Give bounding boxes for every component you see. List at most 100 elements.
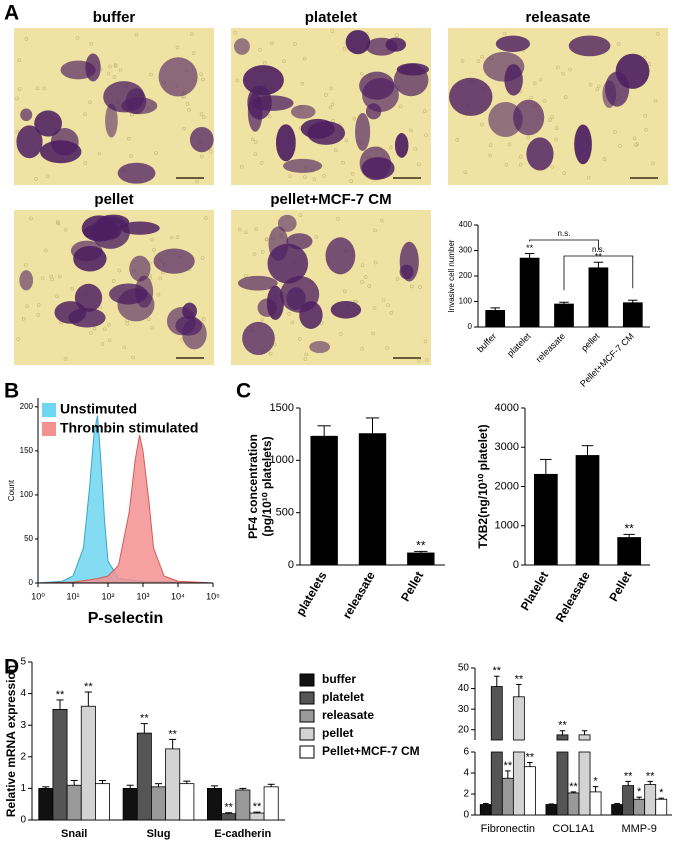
pore <box>287 312 291 316</box>
pore <box>111 279 116 283</box>
pore <box>239 164 244 169</box>
pore <box>21 316 26 321</box>
y-tick-label: 100 <box>459 297 473 306</box>
cell <box>365 103 382 120</box>
pore <box>243 274 248 278</box>
x-tick-label: 10⁴ <box>171 591 185 601</box>
pore <box>36 303 41 307</box>
bar <box>479 804 492 816</box>
pore <box>653 98 658 103</box>
x-tick-label: Releasate <box>553 569 593 625</box>
pore <box>507 142 512 147</box>
pore <box>200 256 205 260</box>
scale-bar <box>393 177 421 179</box>
pore <box>360 280 364 284</box>
legend-label: Thrombin stimulated <box>60 420 198 436</box>
y-tick-label: 20 <box>458 724 470 735</box>
significance: ** <box>595 252 603 262</box>
cell <box>399 264 414 280</box>
pore <box>199 112 204 116</box>
pore <box>595 87 600 91</box>
pore <box>381 298 386 302</box>
cell <box>275 124 296 162</box>
y-tick-label: 0 <box>288 559 294 571</box>
pore <box>418 285 422 289</box>
pore <box>263 60 267 65</box>
y-tick-label: 3 <box>20 720 26 731</box>
pore <box>550 164 554 169</box>
pore <box>596 84 601 89</box>
pore <box>83 112 87 116</box>
panel-label: B <box>4 380 19 403</box>
x-tick-label: COL1A1 <box>552 823 594 835</box>
bar <box>633 798 646 816</box>
significance: * <box>593 776 598 788</box>
pore <box>329 86 333 91</box>
pore <box>354 299 358 304</box>
bar <box>80 705 96 821</box>
pore <box>42 86 47 91</box>
pore <box>201 317 206 321</box>
pore <box>395 33 399 37</box>
cell <box>105 103 118 138</box>
pore <box>112 75 117 79</box>
pore <box>55 294 59 299</box>
pore <box>424 133 428 137</box>
cell <box>54 301 87 324</box>
cell <box>345 29 371 55</box>
bar <box>622 302 643 328</box>
bar <box>490 686 503 741</box>
pore <box>199 72 203 77</box>
significance: ** <box>515 673 524 685</box>
pore <box>463 170 468 175</box>
bar <box>589 791 602 816</box>
pore <box>35 86 40 91</box>
pore <box>602 157 607 162</box>
y-tick-label: 1000 <box>270 454 294 466</box>
y-tick-label: 3000 <box>495 441 519 453</box>
x-tick-label: E-cadherin <box>214 828 271 840</box>
pore <box>156 292 161 297</box>
x-tick-label: 10⁵ <box>206 591 220 601</box>
cell <box>266 285 284 320</box>
pore <box>586 175 591 180</box>
pore <box>613 130 617 134</box>
pore <box>460 59 465 63</box>
pore <box>17 58 22 62</box>
x-tick-label: pellet <box>579 331 602 354</box>
pore <box>568 67 572 72</box>
significance: ** <box>253 801 262 813</box>
pore <box>259 161 264 165</box>
bar <box>575 455 600 566</box>
pore <box>49 274 54 279</box>
pore <box>343 289 347 294</box>
pore <box>618 144 622 148</box>
bar <box>95 783 110 821</box>
cell <box>135 275 154 308</box>
bar <box>578 751 591 816</box>
cell <box>182 302 197 320</box>
bar <box>655 798 668 816</box>
bar <box>617 537 642 566</box>
cell <box>175 315 203 336</box>
bar <box>519 257 540 328</box>
cell <box>483 51 525 82</box>
pore <box>288 174 292 178</box>
pore <box>150 237 154 242</box>
pore <box>88 100 92 105</box>
pore <box>422 109 427 114</box>
pore <box>235 78 240 83</box>
cell <box>330 300 362 319</box>
pore <box>117 268 122 273</box>
significance: ** <box>493 665 502 677</box>
pore <box>169 235 174 240</box>
y-tick-label: 1000 <box>495 520 519 532</box>
cell <box>129 255 151 282</box>
pore <box>260 250 265 254</box>
pore <box>398 104 403 109</box>
cell <box>234 38 250 55</box>
significance: ** <box>416 539 426 553</box>
bar <box>407 552 435 566</box>
pore <box>476 59 481 63</box>
